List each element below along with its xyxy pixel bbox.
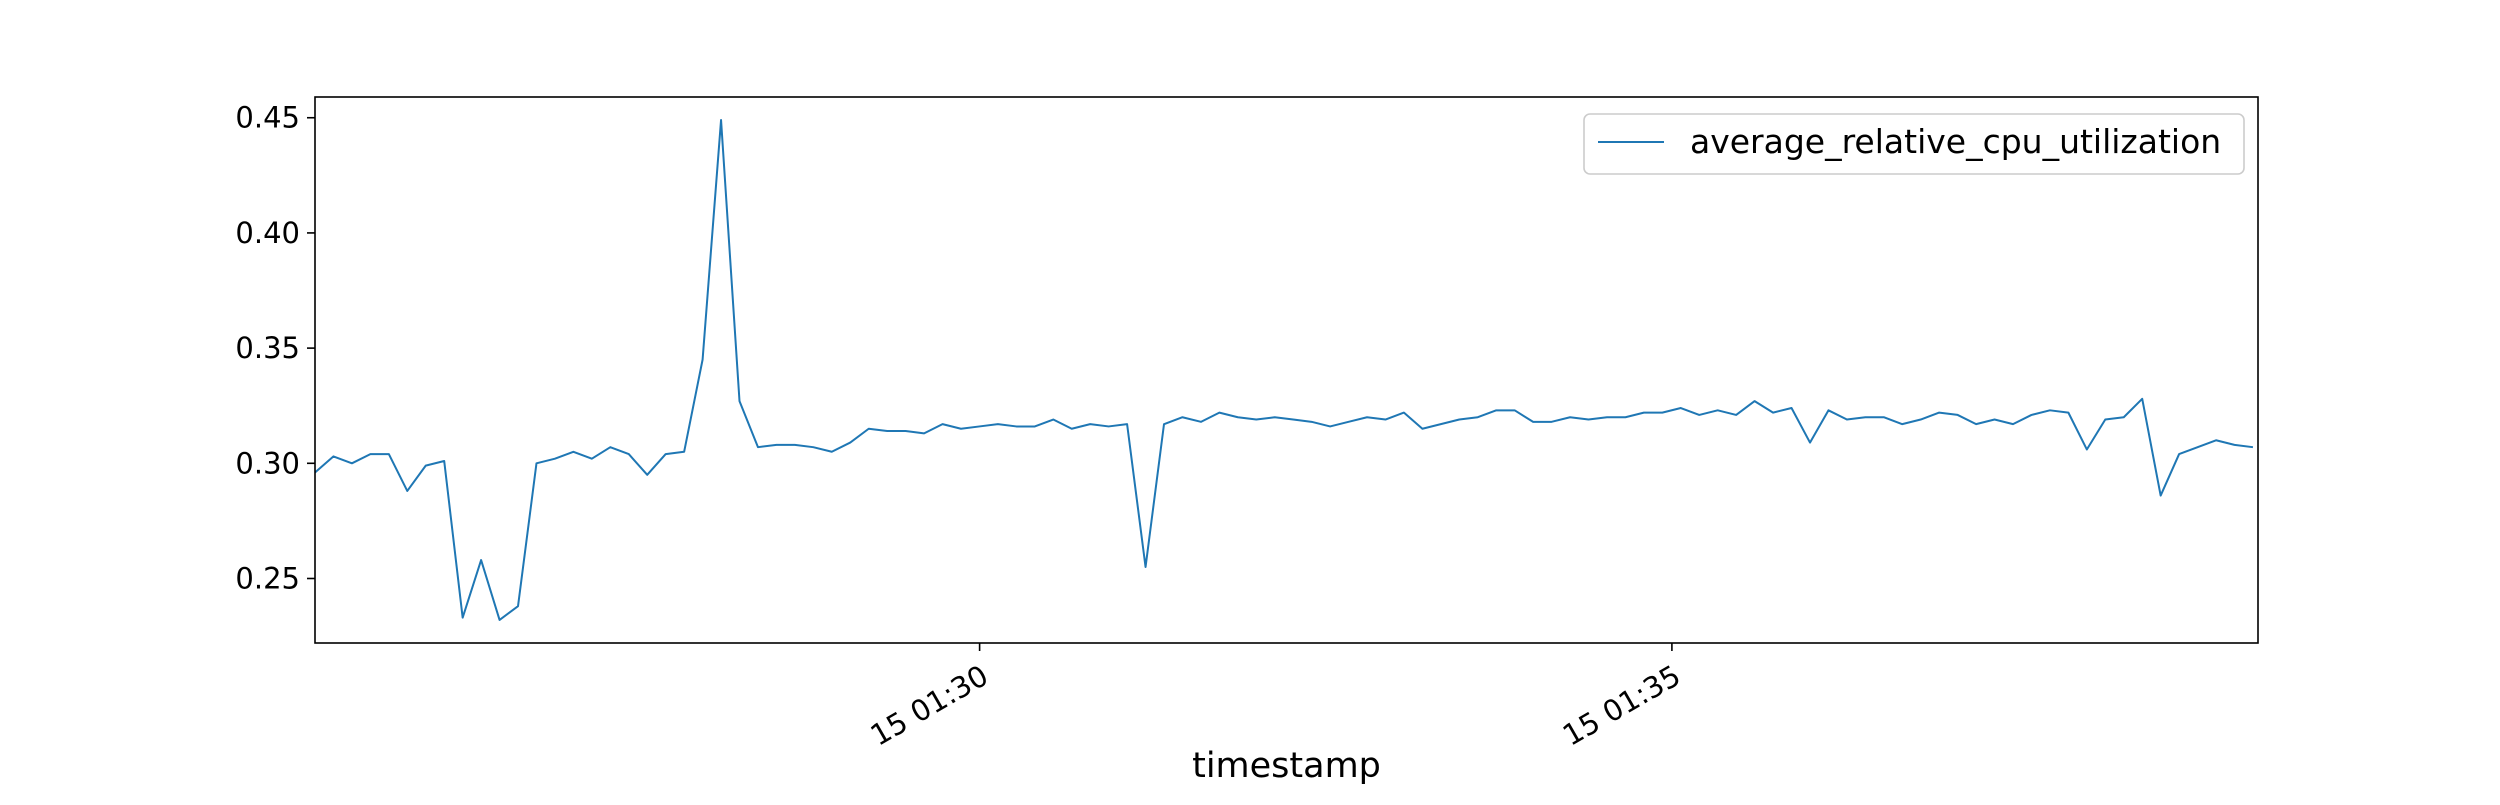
x-axis-title: timestamp <box>1192 746 1381 786</box>
y-tick-label: 0.35 <box>235 331 300 365</box>
legend: average_relative_cpu_utilization <box>1583 113 2245 175</box>
axes-frame <box>314 96 2259 644</box>
plot-area <box>314 96 2259 644</box>
legend-box <box>1583 113 2245 175</box>
y-tick-label: 0.30 <box>235 446 300 480</box>
y-tick-label: 0.25 <box>235 561 300 595</box>
series-line-0 <box>314 119 2254 621</box>
y-axis-ticks: 0.25 0.30 0.35 0.40 0.45 <box>235 101 315 595</box>
y-tick-label: 0.45 <box>235 101 300 135</box>
legend-label: average_relative_cpu_utilization <box>1690 122 2221 161</box>
y-tick-label: 0.40 <box>235 216 300 250</box>
